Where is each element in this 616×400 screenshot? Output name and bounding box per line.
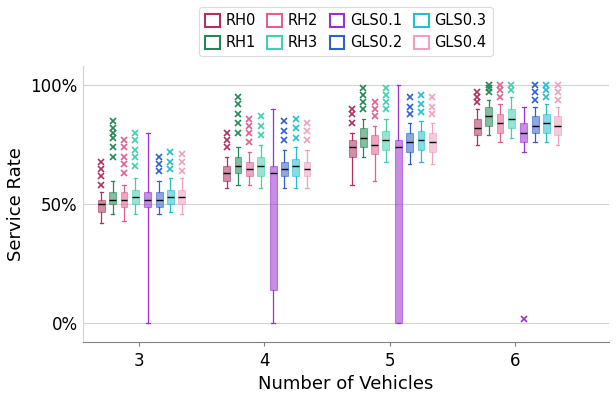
- PathPatch shape: [167, 190, 174, 204]
- PathPatch shape: [144, 192, 152, 207]
- PathPatch shape: [224, 166, 230, 180]
- PathPatch shape: [383, 130, 389, 150]
- PathPatch shape: [485, 107, 492, 126]
- PathPatch shape: [121, 192, 128, 207]
- PathPatch shape: [178, 190, 185, 204]
- PathPatch shape: [349, 140, 355, 157]
- PathPatch shape: [98, 200, 105, 212]
- Legend: RH0, RH1, RH2, RH3, GLS0.1, GLS0.2, GLS0.3, GLS0.4: RH0, RH1, RH2, RH3, GLS0.1, GLS0.2, GLS0…: [199, 7, 493, 56]
- PathPatch shape: [132, 190, 139, 204]
- PathPatch shape: [407, 133, 413, 152]
- PathPatch shape: [554, 116, 561, 135]
- PathPatch shape: [156, 192, 163, 207]
- PathPatch shape: [304, 162, 310, 176]
- PathPatch shape: [474, 119, 481, 135]
- PathPatch shape: [281, 162, 288, 176]
- X-axis label: Number of Vehicles: Number of Vehicles: [258, 375, 434, 393]
- PathPatch shape: [270, 166, 277, 290]
- PathPatch shape: [257, 157, 264, 176]
- PathPatch shape: [496, 114, 503, 133]
- PathPatch shape: [360, 128, 367, 147]
- PathPatch shape: [418, 130, 424, 150]
- PathPatch shape: [532, 116, 538, 133]
- PathPatch shape: [508, 109, 515, 128]
- PathPatch shape: [109, 192, 116, 204]
- PathPatch shape: [246, 162, 253, 176]
- PathPatch shape: [292, 159, 299, 176]
- PathPatch shape: [235, 157, 241, 174]
- PathPatch shape: [543, 114, 550, 133]
- PathPatch shape: [521, 124, 527, 142]
- PathPatch shape: [371, 135, 378, 154]
- PathPatch shape: [429, 133, 436, 152]
- Y-axis label: Service Rate: Service Rate: [7, 148, 25, 261]
- PathPatch shape: [395, 140, 402, 324]
